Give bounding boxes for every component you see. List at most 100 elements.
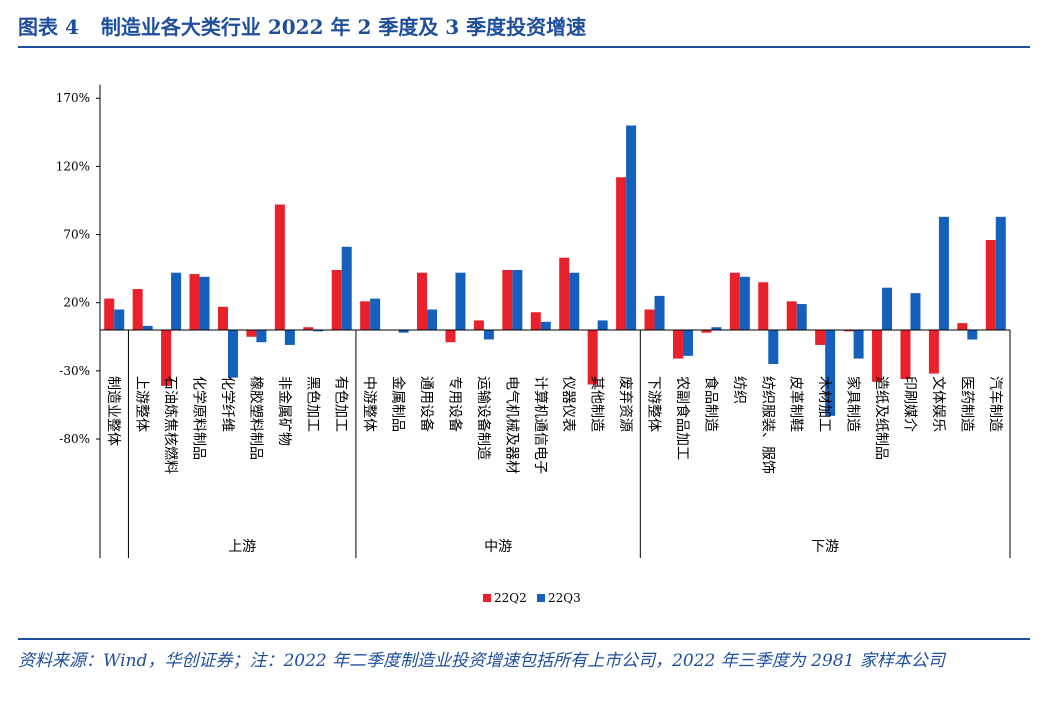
bar xyxy=(313,329,324,332)
bar xyxy=(900,329,911,380)
bar xyxy=(729,272,740,330)
legend-label: 22Q2 xyxy=(494,591,527,605)
bar xyxy=(626,125,637,330)
bar xyxy=(995,216,1006,330)
y-tick-label: 70% xyxy=(63,228,90,242)
y-tick-label: 120% xyxy=(56,159,90,173)
group-label: 下游 xyxy=(811,539,839,555)
bar xyxy=(540,321,551,330)
x-tick-label: 农副食品加工 xyxy=(674,376,691,460)
bar xyxy=(910,293,921,330)
bar xyxy=(274,204,285,330)
x-tick-label: 家具制造 xyxy=(845,376,862,432)
bar xyxy=(872,329,883,382)
bar xyxy=(473,320,484,330)
x-tick-label: 通用设备 xyxy=(418,376,435,432)
x-tick-label: 石油炼焦核燃料 xyxy=(162,376,179,474)
x-tick-label: 计算机通信电子 xyxy=(532,376,548,474)
bar xyxy=(246,329,257,337)
x-tick-label: 上游整体 xyxy=(134,376,150,432)
bar xyxy=(569,272,580,330)
bar xyxy=(455,272,466,330)
bar xyxy=(502,269,513,330)
bar xyxy=(417,272,428,330)
bar xyxy=(758,282,769,330)
x-tick-label: 汽车制造 xyxy=(987,376,1004,432)
bar xyxy=(843,329,854,332)
x-tick-label: 医药制造 xyxy=(958,376,974,432)
x-tick-label: 食品制造 xyxy=(702,376,719,432)
bar xyxy=(654,295,665,330)
bar xyxy=(445,329,456,343)
bar xyxy=(114,309,125,330)
bar xyxy=(616,177,627,330)
bar xyxy=(957,323,968,330)
x-tick-label: 制造业整体 xyxy=(105,376,121,446)
legend-swatch xyxy=(483,594,491,602)
bar xyxy=(171,272,182,330)
bar xyxy=(512,269,523,330)
bar xyxy=(739,276,750,330)
bar xyxy=(853,329,864,359)
bar xyxy=(597,320,608,330)
x-tick-label: 橡胶塑料制品 xyxy=(247,376,264,460)
bar xyxy=(341,246,352,330)
x-tick-label: 造纸及纸制品 xyxy=(873,376,889,460)
bar xyxy=(825,329,836,416)
x-tick-label: 木材加工 xyxy=(816,376,832,432)
figure-label: 图表 4 xyxy=(18,15,79,39)
bar xyxy=(284,329,295,345)
x-tick-label: 废弃资源 xyxy=(617,376,633,432)
group-label: 中游 xyxy=(484,539,512,555)
bar xyxy=(142,325,153,330)
x-tick-label: 有色加工 xyxy=(333,376,350,432)
bar xyxy=(303,327,314,330)
bar xyxy=(672,329,683,359)
bar xyxy=(217,306,228,330)
x-tick-label: 电气机械及器材 xyxy=(503,376,519,474)
chart: -80%-30%20%70%120%170%制造业整体 上游整体 石油炼焦核燃料 化学… xyxy=(56,84,1011,605)
x-tick-label: 非金属矿物 xyxy=(276,376,292,446)
x-tick-label: 中游整体 xyxy=(361,376,377,432)
x-tick-label: 化学原料制品 xyxy=(191,376,207,460)
bar xyxy=(370,298,381,330)
bar xyxy=(967,329,978,340)
header: 图表 4 制造业各大类行业 2022 年 2 季度及 3 季度投资增速 xyxy=(18,12,1030,48)
bar xyxy=(530,312,541,330)
bar xyxy=(161,329,172,386)
bar xyxy=(644,309,655,330)
y-tick-label: 20% xyxy=(63,296,90,310)
chart-title: 制造业各大类行业 2022 年 2 季度及 3 季度投资增速 xyxy=(100,15,587,39)
bar xyxy=(132,289,143,330)
bar xyxy=(711,327,722,330)
bar xyxy=(199,276,210,330)
bar xyxy=(189,274,200,330)
x-tick-label: 纺织 xyxy=(731,376,747,404)
y-tick-label: -30% xyxy=(59,364,90,378)
x-tick-label: 文体娱乐 xyxy=(930,376,946,432)
bar xyxy=(796,304,807,330)
bar xyxy=(882,287,893,330)
bar xyxy=(104,298,115,330)
x-tick-label: 下游整体 xyxy=(646,376,662,432)
bar xyxy=(360,301,371,330)
bar xyxy=(938,216,949,330)
x-tick-label: 其他制造 xyxy=(589,376,605,432)
group-label: 上游 xyxy=(228,539,256,555)
bar xyxy=(985,239,996,330)
x-tick-label: 专用设备 xyxy=(446,376,463,432)
bar xyxy=(587,329,598,385)
x-tick-label: 仪器仪表 xyxy=(560,376,576,432)
source-note: 资料来源：Wind，华创证券；注：2022 年二季度制造业投资增速包括所有上市公… xyxy=(18,638,1030,676)
x-tick-label: 黑色加工 xyxy=(304,376,321,432)
y-tick-label: -80% xyxy=(59,432,90,446)
x-tick-label: 纺织服装、服饰 xyxy=(759,376,775,474)
bar xyxy=(768,329,779,365)
bar xyxy=(331,269,342,330)
bar xyxy=(928,329,939,374)
x-tick-label: 金属制品 xyxy=(390,376,406,432)
legend-label: 22Q3 xyxy=(548,591,581,605)
bar xyxy=(256,329,267,343)
x-tick-label: 印刷媒介 xyxy=(901,376,917,432)
